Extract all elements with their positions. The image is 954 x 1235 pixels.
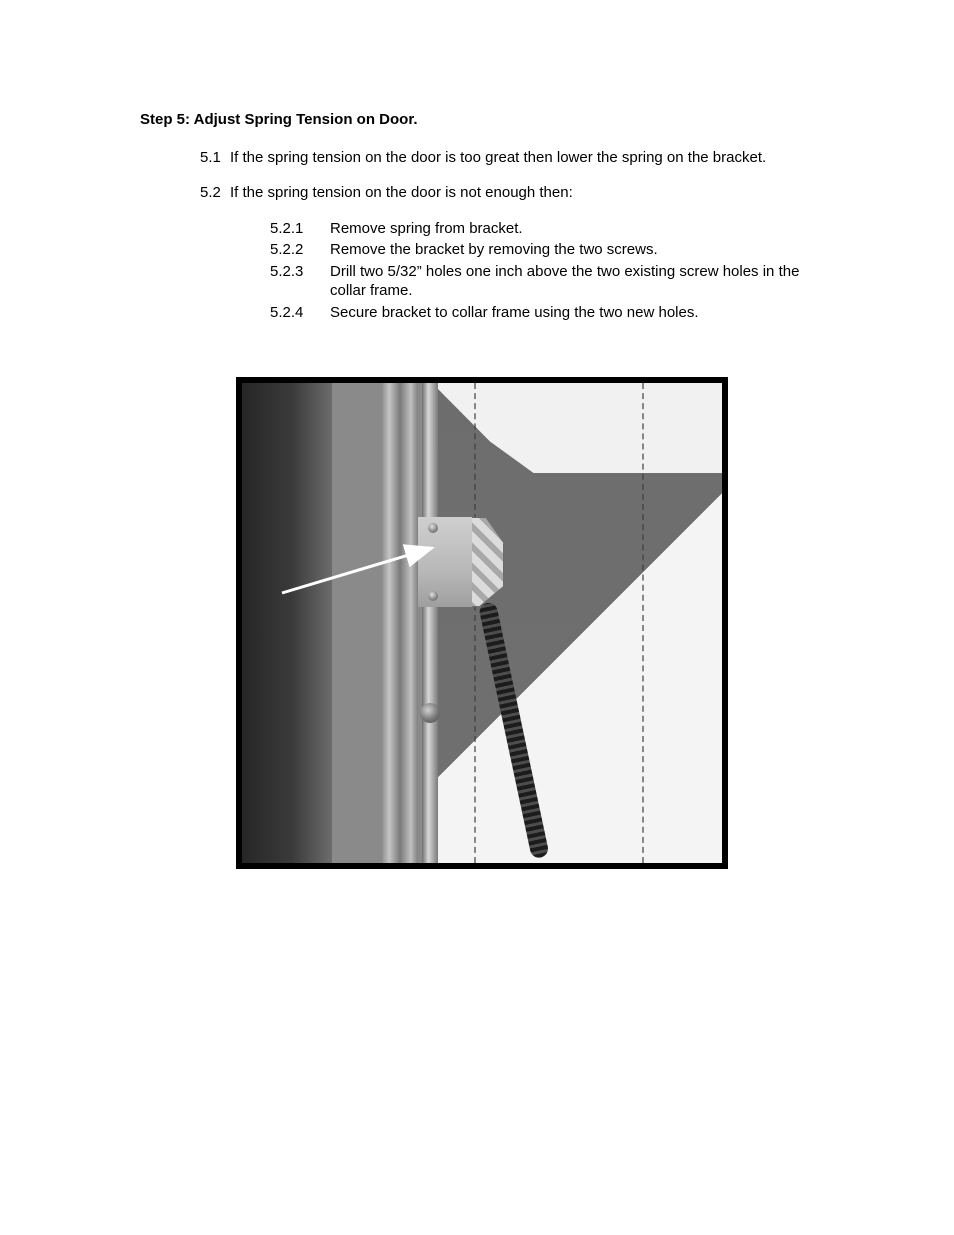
step-title: Step 5: Adjust Spring Tension on Door. [140,110,824,130]
subsub-item-text: Remove spring from bracket. [330,219,824,239]
bracket-photo-figure [236,377,728,869]
subsub-item: 5.2.2 Remove the bracket by removing the… [270,240,824,260]
photo-collar-frame [382,383,418,863]
subsub-item-number: 5.2.1 [270,219,330,239]
callout-arrow-icon [282,533,452,613]
subsub-list: 5.2.1 Remove spring from bracket. 5.2.2 … [270,219,824,323]
sub-item-text: If the spring tension on the door is not… [230,183,824,203]
photo-seam-line [642,383,644,863]
subsub-item: 5.2.4 Secure bracket to collar frame usi… [270,303,824,323]
subsub-item: 5.2.3 Drill two 5/32” holes one inch abo… [270,262,824,301]
sub-item: 5.2 If the spring tension on the door is… [200,183,824,203]
sub-item: 5.1 If the spring tension on the door is… [200,148,824,168]
sub-item-number: 5.2 [200,183,230,203]
subsub-item-text: Secure bracket to collar frame using the… [330,303,824,323]
sub-item-number: 5.1 [200,148,230,168]
sub-item-text: If the spring tension on the door is too… [230,148,824,168]
document-page: Step 5: Adjust Spring Tension on Door. 5… [0,0,954,1235]
photo-rod-stop [420,703,440,723]
subsub-item-number: 5.2.2 [270,240,330,260]
subsub-item-number: 5.2.4 [270,303,330,323]
subsub-item: 5.2.1 Remove spring from bracket. [270,219,824,239]
photo-door-edge [242,383,332,863]
photo-seam-line [474,383,476,863]
subsub-item-text: Drill two 5/32” holes one inch above the… [330,262,824,301]
subsub-item-number: 5.2.3 [270,262,330,301]
photo-guide-rod [422,383,438,863]
figure-container [140,377,824,869]
subsub-item-text: Remove the bracket by removing the two s… [330,240,824,260]
bracket-screw-icon [428,523,438,533]
